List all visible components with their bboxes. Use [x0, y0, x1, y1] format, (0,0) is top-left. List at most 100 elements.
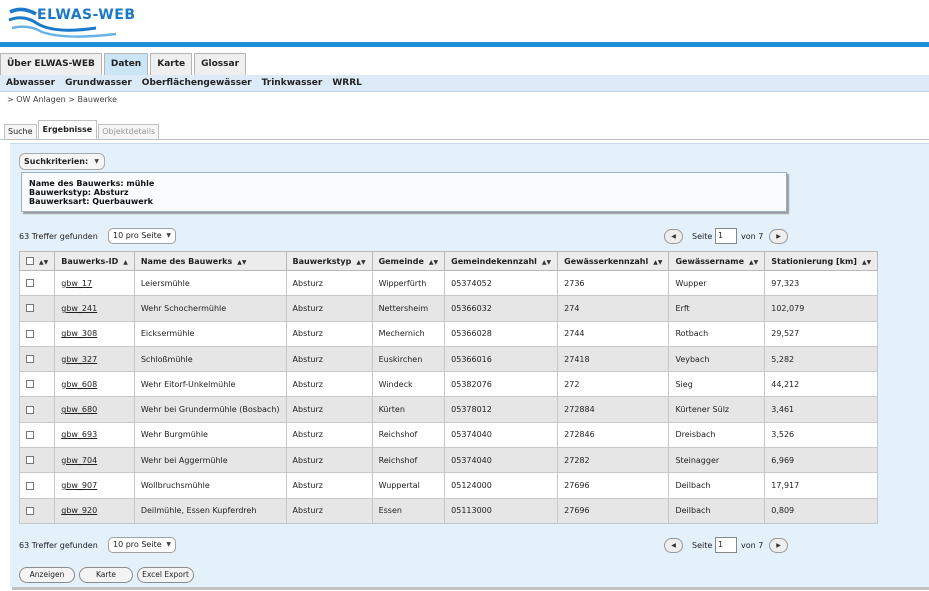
row-checkbox[interactable]	[26, 481, 34, 490]
next-page-button-bottom[interactable]: ▶	[769, 538, 788, 553]
table-cell: Euskirchen	[371, 345, 446, 373]
tab-ergebnisse[interactable]: Ergebnisse	[37, 120, 98, 139]
row-checkbox[interactable]	[26, 355, 34, 364]
bauwerk-id-link[interactable]: gbw_920	[61, 506, 98, 516]
table-row[interactable]: gbw_241 Wehr Schochermühle Absturz Nettersh…	[18, 295, 879, 322]
tab-karte[interactable]: Karte	[150, 53, 193, 75]
select-all-header[interactable]: ▲▼	[18, 251, 56, 271]
column-label: Name des Bauwerks	[140, 256, 233, 266]
column-header[interactable]: Gemeinde ▲▼	[371, 251, 446, 271]
table-row[interactable]: gbw_17 Leiersmühle Absturz Wipperfürth 05374…	[18, 269, 879, 297]
sub-navigation: Abwasser Grundwasser Oberflächengewässer…	[0, 75, 929, 92]
sort-icon[interactable]: ▲▼	[428, 258, 439, 266]
bauwerk-id-link[interactable]: gbw_693	[61, 430, 98, 440]
table-row[interactable]: gbw_704 Wehr bei Aggermühle Absturz Reichsh…	[18, 447, 879, 474]
prev-page-button-bottom[interactable]: ◀	[664, 538, 683, 553]
column-header[interactable]: Bauwerkstyp ▲▼	[285, 251, 373, 271]
table-row[interactable]: gbw_608 Wehr Eitorf-Unkelmühle Absturz Wind…	[18, 371, 879, 398]
show-button[interactable]: Anzeigen	[19, 567, 75, 583]
table-cell: gbw_704	[54, 447, 135, 474]
table-cell: Kürtener Sülz	[668, 396, 766, 423]
bauwerk-id-link[interactable]: gbw_704	[61, 455, 98, 465]
nav-grundwasser[interactable]: Grundwasser	[65, 78, 132, 88]
tab-suche[interactable]: Suche	[4, 124, 37, 139]
row-checkbox[interactable]	[26, 329, 34, 338]
next-page-button[interactable]: ▶	[769, 229, 788, 244]
table-cell: gbw_693	[54, 421, 135, 449]
table-row[interactable]: gbw_308 Eicksermühle Absturz Mechernich 0536…	[18, 320, 879, 347]
per-page-select-bottom[interactable]: 10 pro Seite ▼	[108, 537, 176, 553]
row-checkbox[interactable]	[26, 304, 34, 313]
excel-export-button[interactable]: Excel Export	[137, 567, 194, 583]
column-header[interactable]: Gewässerkennzahl ▲▼	[557, 251, 670, 271]
hit-count: 63 Treffer gefunden	[19, 232, 98, 241]
sort-icon[interactable]: ▲▼	[541, 258, 552, 266]
nav-oberflaechengewaesser[interactable]: Oberflächengewässer	[141, 78, 252, 88]
column-header[interactable]: Gemeindekennzahl ▲▼	[444, 251, 559, 271]
table-cell: 6,969	[764, 447, 879, 474]
table-cell: gbw_920	[54, 497, 135, 524]
table-row[interactable]: gbw_327 Schloßmühle Absturz Euskirchen 05366…	[18, 345, 879, 373]
criteria-dropdown[interactable]: Suchkriterien: ▼	[19, 153, 105, 170]
bauwerk-id-link[interactable]: gbw_241	[61, 303, 98, 313]
bauwerk-id-link[interactable]: gbw_327	[61, 354, 98, 364]
table-cell: 27282	[557, 447, 670, 474]
sort-icon[interactable]: ▲▼	[861, 258, 872, 266]
row-checkbox[interactable]	[26, 506, 34, 515]
elwas-logo-icon[interactable]	[6, 4, 166, 40]
column-header[interactable]: Name des Bauwerks ▲▼	[133, 251, 287, 271]
table-row[interactable]: gbw_693 Wehr Burgmühle Absturz Reichshof 053…	[18, 421, 879, 449]
tab-glossar[interactable]: Glossar	[194, 53, 247, 75]
page-number-input[interactable]: 1	[715, 228, 737, 244]
column-header[interactable]: Bauwerks-ID ▲	[54, 251, 135, 271]
map-button[interactable]: Karte	[79, 567, 133, 583]
table-cell: 272884	[557, 396, 670, 423]
tab-ueber-elwas[interactable]: Über ELWAS-WEB	[0, 53, 102, 75]
table-row[interactable]: gbw_680 Wehr bei Grundermühle (Bosbach) Ab…	[18, 396, 879, 423]
bauwerk-id-link[interactable]: gbw_680	[61, 405, 98, 415]
row-checkbox[interactable]	[26, 279, 34, 288]
table-cell: 05366028	[444, 320, 559, 347]
page-number-input-bottom[interactable]: 1	[715, 537, 737, 553]
table-cell: Reichshof	[371, 447, 446, 474]
table-cell: Wehr Schochermühle	[133, 295, 287, 322]
row-checkbox[interactable]	[26, 380, 34, 389]
table-cell: 05374052	[444, 269, 559, 297]
panel-shadow	[12, 587, 929, 590]
table-cell: gbw_241	[54, 295, 135, 322]
tab-daten[interactable]: Daten	[103, 53, 149, 75]
row-checkbox[interactable]	[26, 430, 34, 439]
table-cell: 272	[557, 371, 670, 398]
select-all-checkbox[interactable]	[26, 257, 34, 265]
table-cell: 3,526	[764, 421, 879, 449]
table-cell: Absturz	[285, 497, 373, 524]
column-header[interactable]: Gewässername ▲▼	[668, 251, 766, 271]
column-header[interactable]: Stationierung [km] ▲▼	[764, 251, 879, 271]
nav-wrrl[interactable]: WRRL	[332, 78, 362, 88]
sort-asc-icon[interactable]: ▲	[123, 258, 128, 266]
table-cell: 97,323	[764, 269, 879, 297]
nav-trinkwasser[interactable]: Trinkwasser	[261, 78, 323, 88]
column-label: Bauwerks-ID	[61, 256, 119, 266]
sort-icon[interactable]: ▲▼	[749, 258, 759, 266]
row-checkbox[interactable]	[26, 456, 34, 465]
sort-icon[interactable]: ▲▼	[356, 258, 366, 266]
sort-icon[interactable]: ▲▼	[39, 258, 49, 266]
table-row[interactable]: gbw_920 Deilmühle, Essen Kupferdreh Abstur…	[18, 497, 879, 524]
table-cell: 05382076	[444, 371, 559, 398]
prev-page-button[interactable]: ◀	[664, 229, 683, 244]
table-cell: 272846	[557, 421, 670, 449]
bauwerk-id-link[interactable]: gbw_907	[61, 481, 98, 491]
nav-abwasser[interactable]: Abwasser	[6, 78, 56, 88]
per-page-select[interactable]: 10 pro Seite ▼	[108, 228, 176, 244]
sort-icon[interactable]: ▲▼	[653, 258, 663, 266]
bauwerk-id-link[interactable]: gbw_308	[61, 329, 98, 339]
table-cell: gbw_907	[54, 472, 135, 499]
table-cell: gbw_308	[54, 320, 135, 347]
row-checkbox[interactable]	[26, 405, 34, 414]
bauwerk-id-link[interactable]: gbw_608	[61, 379, 98, 389]
sort-icon[interactable]: ▲▼	[237, 258, 247, 266]
table-row[interactable]: gbw_907 Wollbruchsmühle Absturz Wuppertal 05…	[18, 472, 879, 499]
table-cell: Rotbach	[668, 320, 766, 347]
bauwerk-id-link[interactable]: gbw_17	[61, 278, 93, 288]
